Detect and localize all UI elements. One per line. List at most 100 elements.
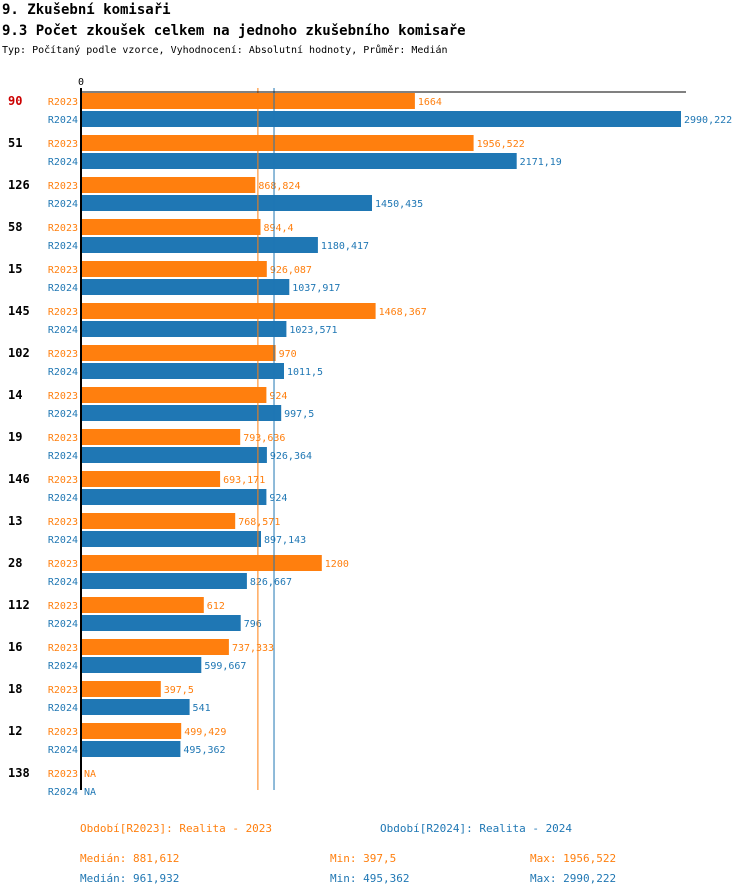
series-label: R2023 — [48, 601, 78, 612]
data-label: 924 — [269, 391, 287, 402]
category-label: 18 — [8, 682, 22, 696]
series-label: R2024 — [48, 241, 78, 252]
data-label: 2990,222 — [684, 115, 732, 126]
data-label: 693,171 — [223, 475, 265, 486]
series-label: R2024 — [48, 577, 78, 588]
data-label: 599,667 — [204, 661, 246, 672]
bar-r2023 — [81, 219, 261, 235]
category-label: 12 — [8, 724, 22, 738]
series-label: R2023 — [48, 139, 78, 150]
data-label: 1468,367 — [379, 307, 427, 318]
data-label: 541 — [193, 703, 211, 714]
category-label: 28 — [8, 556, 22, 570]
data-label: 796 — [244, 619, 262, 630]
bar-r2024 — [81, 741, 181, 757]
bar-r2023 — [81, 429, 241, 445]
series-label: R2024 — [48, 367, 78, 378]
bar-r2023 — [81, 681, 161, 697]
data-label: 397,5 — [164, 685, 194, 696]
data-label: 1023,571 — [289, 325, 337, 336]
series-label: R2023 — [48, 307, 78, 318]
bar-r2024 — [81, 447, 267, 463]
bar-r2024 — [81, 405, 282, 421]
data-label: 897,143 — [264, 535, 306, 546]
category-label: 126 — [8, 178, 30, 192]
series-label: R2023 — [48, 433, 78, 444]
series-label: R2023 — [48, 769, 78, 780]
bar-r2023 — [81, 513, 236, 529]
data-label: 926,364 — [270, 451, 312, 462]
series-label: R2024 — [48, 199, 78, 210]
data-label: 894,4 — [263, 223, 293, 234]
axis-zero-label: 0 — [78, 77, 84, 88]
data-label: 737,333 — [232, 643, 274, 654]
stat-max-r2024: Max: 2990,222 — [530, 872, 617, 885]
bar-r2024 — [81, 531, 261, 547]
data-label: 2171,19 — [520, 157, 562, 168]
category-label: 15 — [8, 262, 22, 276]
page-title: 9. Zkušební komisaři — [2, 2, 171, 18]
data-label: 924 — [269, 493, 287, 504]
series-label: R2023 — [48, 475, 78, 486]
category-label: 14 — [8, 388, 22, 402]
data-label: 1450,435 — [375, 199, 423, 210]
bar-r2024 — [81, 321, 287, 337]
data-label: 1011,5 — [287, 367, 323, 378]
category-label: 13 — [8, 514, 22, 528]
category-label: 112 — [8, 598, 30, 612]
series-label: R2024 — [48, 745, 78, 756]
bar-r2023 — [81, 261, 267, 277]
data-label: 826,667 — [250, 577, 292, 588]
bar-r2023 — [81, 135, 474, 151]
stat-median-r2024: Medián: 961,932 — [80, 872, 180, 885]
stat-min-r2024: Min: 495,362 — [330, 872, 410, 885]
stat-max-r2023: Max: 1956,522 — [530, 852, 617, 865]
bar-r2023 — [81, 597, 204, 613]
category-label: 145 — [8, 304, 30, 318]
series-label: R2023 — [48, 517, 78, 528]
bar-r2024 — [81, 237, 318, 253]
category-label: 146 — [8, 472, 30, 486]
series-label: R2024 — [48, 661, 78, 672]
data-label: 926,087 — [270, 265, 312, 276]
bar-r2023 — [81, 471, 221, 487]
bar-r2024 — [81, 363, 284, 379]
category-label: 19 — [8, 430, 22, 444]
page-subtitle: 9.3 Počet zkoušek celkem na jednoho zkuš… — [2, 23, 466, 39]
data-label: 1664 — [418, 97, 442, 108]
bar-r2023 — [81, 177, 256, 193]
bar-r2024 — [81, 111, 681, 127]
series-label: R2024 — [48, 619, 78, 630]
series-label: R2023 — [48, 727, 78, 738]
data-label: 793,636 — [243, 433, 285, 444]
series-label: R2023 — [48, 391, 78, 402]
series-label: R2023 — [48, 685, 78, 696]
data-label: 495,362 — [183, 745, 225, 756]
series-label: R2024 — [48, 409, 78, 420]
data-label: 868,824 — [258, 181, 300, 192]
data-label: 997,5 — [284, 409, 314, 420]
series-label: R2023 — [48, 643, 78, 654]
series-label: R2024 — [48, 157, 78, 168]
series-label: R2023 — [48, 559, 78, 570]
bar-r2023 — [81, 555, 322, 571]
bar-r2024 — [81, 573, 247, 589]
data-label: 499,429 — [184, 727, 226, 738]
category-label: 51 — [8, 136, 22, 150]
data-label: 612 — [207, 601, 225, 612]
stat-median-r2023: Medián: 881,612 — [80, 852, 180, 865]
series-label: R2024 — [48, 703, 78, 714]
data-label: NA — [84, 769, 96, 780]
category-label: 58 — [8, 220, 22, 234]
bar-r2023 — [81, 345, 276, 361]
bar-r2023 — [81, 639, 229, 655]
bar-r2024 — [81, 153, 517, 169]
bar-r2023 — [81, 723, 182, 739]
data-label: 1180,417 — [321, 241, 369, 252]
category-label: 102 — [8, 346, 30, 360]
legend-r2023: Období[R2023]: Realita - 2023 — [80, 822, 273, 835]
series-label: R2024 — [48, 535, 78, 546]
series-label: R2023 — [48, 223, 78, 234]
series-label: R2023 — [48, 265, 78, 276]
